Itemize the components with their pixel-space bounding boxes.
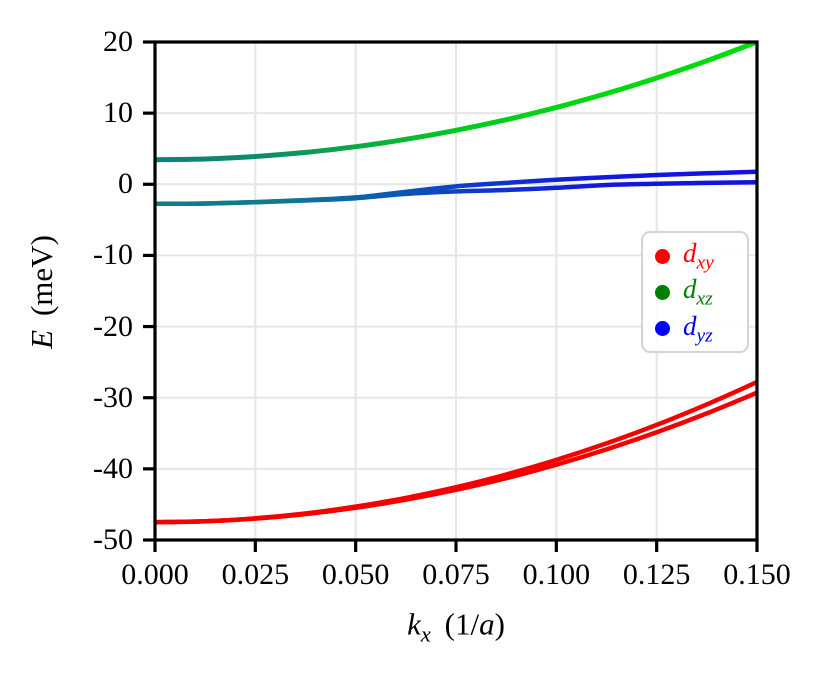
x-axis-variable: k bbox=[407, 606, 421, 642]
legend-marker-dot bbox=[655, 285, 670, 301]
legend-item: dyz bbox=[655, 311, 737, 347]
band-dyz-blue-lower bbox=[155, 179, 757, 207]
legend-marker-dot bbox=[655, 248, 670, 264]
y-tick-label: -10 bbox=[93, 238, 133, 272]
band-dxy-red-lower bbox=[155, 390, 757, 525]
y-tick-label: -50 bbox=[93, 523, 133, 556]
y-axis-units: (meV) bbox=[24, 235, 59, 317]
legend-item-label: dxz bbox=[683, 274, 713, 310]
band-curves bbox=[155, 42, 757, 525]
legend-item: dxy bbox=[655, 238, 737, 274]
x-tick-label: 0.025 bbox=[221, 558, 290, 591]
x-tick-label: 0.125 bbox=[622, 558, 691, 591]
x-axis-units-suffix: ) bbox=[494, 606, 505, 642]
x-axis-units-prefix: (1/ bbox=[444, 606, 480, 642]
x-tick-label: 0.050 bbox=[321, 558, 390, 591]
x-axis-units-variable: a bbox=[479, 606, 495, 642]
axis-ticks bbox=[143, 40, 759, 552]
x-axis-subscript: x bbox=[420, 621, 431, 647]
legend-item-label: dyz bbox=[683, 310, 713, 347]
x-axis-label: kx (1/a) bbox=[407, 606, 505, 647]
legend-marker-dot bbox=[655, 321, 670, 337]
y-tick-label: -30 bbox=[93, 380, 133, 414]
y-axis-variable: E bbox=[24, 329, 59, 349]
y-tick-label: -40 bbox=[93, 451, 133, 485]
x-tick-label: 0.000 bbox=[121, 558, 189, 591]
x-tick-label: 0.150 bbox=[723, 558, 791, 591]
band-dxz-green-top bbox=[155, 42, 757, 163]
x-tick-label: 0.075 bbox=[422, 558, 490, 591]
y-tick-label: 10 bbox=[103, 96, 133, 130]
y-tick-label: -20 bbox=[93, 309, 133, 343]
legend-item: dxz bbox=[655, 274, 737, 310]
legend-item-label: dxy bbox=[683, 238, 714, 274]
x-tick-label: 0.100 bbox=[522, 558, 591, 591]
y-tick-label: 0 bbox=[118, 167, 133, 201]
legend: dxy dxz dyz bbox=[641, 231, 749, 353]
y-axis-label: E (meV) bbox=[24, 235, 60, 349]
y-tick-label: 20 bbox=[103, 25, 133, 58]
